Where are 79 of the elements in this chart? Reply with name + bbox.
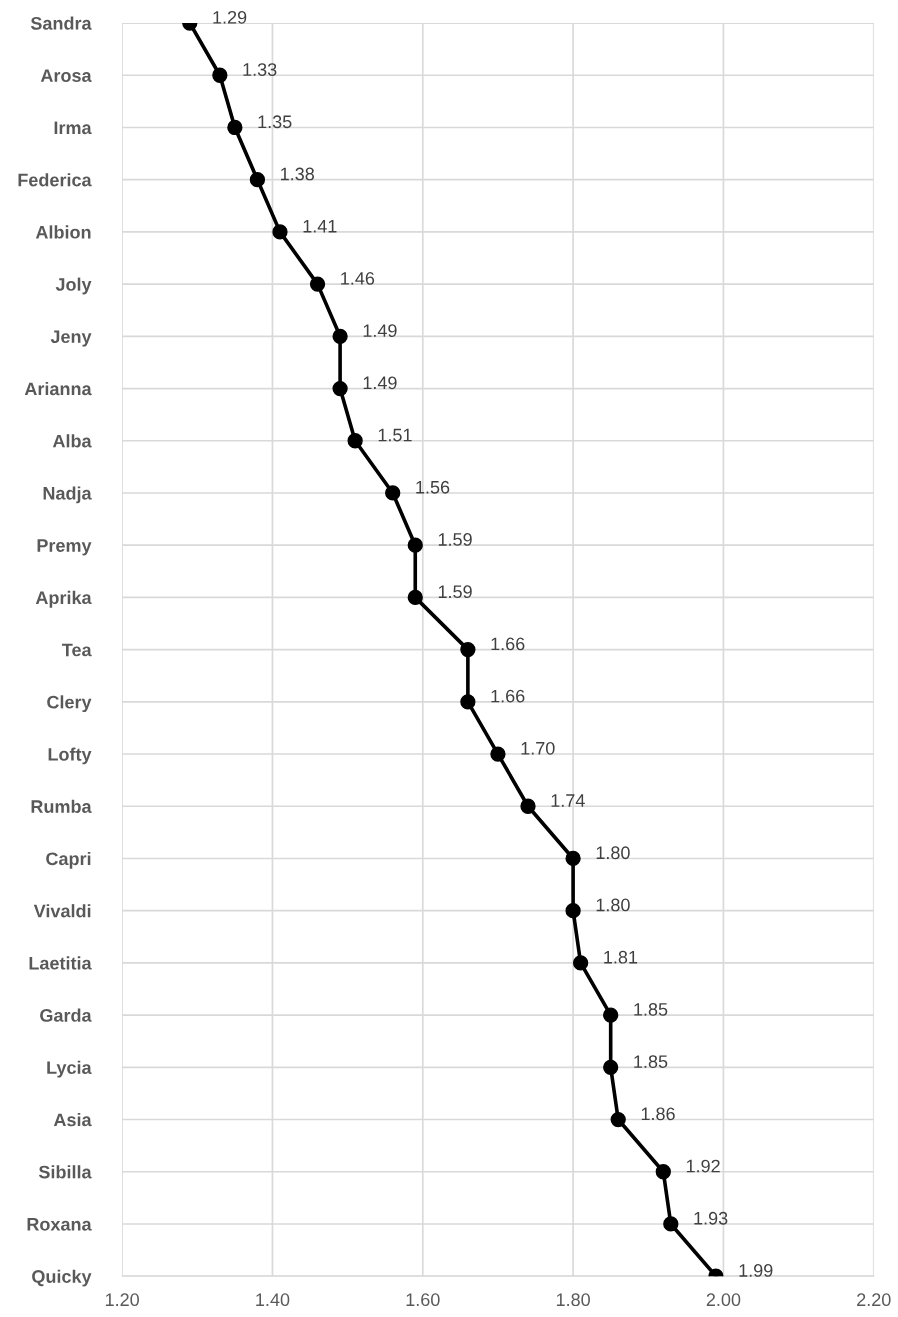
- y-tick-label: Laetitia: [29, 956, 92, 970]
- point: [212, 67, 228, 83]
- data-label: 1.92: [686, 1159, 720, 1173]
- point: [332, 380, 348, 397]
- data-label: 1.93: [694, 1211, 728, 1225]
- data-label: 1.33: [243, 63, 277, 76]
- y-tick-label: Sandra: [30, 16, 92, 30]
- data-label: 1.80: [596, 846, 630, 860]
- data-label: 1.85: [634, 1003, 668, 1016]
- point: [565, 903, 581, 919]
- y-tick-label: Lycia: [47, 1060, 92, 1078]
- y-tick-label: Nadja: [43, 486, 92, 504]
- x-tick-label: 1.40: [256, 1293, 290, 1307]
- point: [565, 850, 581, 867]
- data-label: 1.41: [303, 219, 337, 233]
- point: [309, 276, 326, 292]
- y-tick-label: Albion: [35, 225, 91, 239]
- point: [227, 119, 243, 136]
- x-tick-label: 2.00: [706, 1293, 741, 1307]
- y-tick-label: Clery: [47, 695, 92, 713]
- y-tick-label: Arianna: [24, 382, 92, 396]
- point: [460, 641, 476, 658]
- data-label: 1.85: [634, 1055, 668, 1068]
- point: [249, 172, 266, 188]
- point: [663, 1216, 679, 1232]
- x-tick-label: 1.60: [406, 1293, 440, 1307]
- y-tick-label: Quicky: [32, 1269, 92, 1287]
- data-label: 1.49: [363, 376, 397, 390]
- data-label: 1.46: [341, 272, 375, 285]
- y-tick-label: Lofty: [48, 747, 92, 765]
- y-tick-label: Federica: [18, 173, 92, 187]
- point: [520, 798, 536, 814]
- y-tick-label: Rumba: [31, 799, 92, 813]
- y-tick-label: Premy: [37, 539, 92, 556]
- data-label: 1.35: [258, 115, 292, 129]
- data-label: 1.59: [438, 533, 472, 546]
- data-label: 1.66: [491, 637, 525, 651]
- point: [490, 746, 506, 762]
- data-label: 1.38: [281, 167, 314, 181]
- data-label: 1.56: [416, 480, 450, 494]
- y-tick-label: Capri: [46, 851, 91, 869]
- y-tick-label: Asia: [53, 1112, 92, 1127]
- y-tick-label: Jeny: [50, 330, 92, 347]
- point: [572, 955, 589, 971]
- data-label: 1.81: [604, 950, 638, 964]
- point: [332, 328, 348, 344]
- point: [655, 1164, 671, 1180]
- y-tick-label: Roxana: [27, 1218, 92, 1231]
- data-label: 1.66: [491, 689, 525, 703]
- point: [385, 485, 401, 501]
- data-label: 1.86: [641, 1107, 675, 1121]
- data-label: 1.51: [378, 428, 412, 442]
- x-tick-label: 2.20: [857, 1293, 891, 1307]
- data-label: 1.70: [521, 741, 555, 755]
- x-tick-label: 1.80: [556, 1293, 590, 1307]
- x-tick-label: 1.20: [105, 1293, 139, 1307]
- y-tick-label: Alba: [52, 434, 92, 448]
- point: [460, 694, 476, 710]
- data-label: 1.99: [739, 1264, 773, 1277]
- point: [603, 1059, 619, 1075]
- data-label: 1.29: [213, 10, 247, 24]
- y-tick-label: Aprika: [35, 590, 92, 608]
- data-label: 1.74: [551, 794, 585, 807]
- y-tick-label: Vivaldi: [33, 904, 91, 918]
- y-tick-label: Arosa: [40, 69, 92, 82]
- y-tick-label: Garda: [40, 1008, 92, 1022]
- point: [407, 537, 423, 553]
- point: [610, 1111, 626, 1128]
- y-tick-label: Tea: [62, 643, 92, 657]
- y-tick-label: Sibilla: [38, 1165, 92, 1179]
- y-tick-label: Joly: [55, 277, 92, 295]
- point: [603, 1007, 619, 1023]
- point: [407, 589, 423, 606]
- data-label: 1.49: [363, 324, 397, 338]
- point: [272, 224, 288, 240]
- data-label: 1.80: [596, 898, 630, 912]
- y-tick-label: Irma: [54, 121, 92, 135]
- data-label: 1.59: [438, 585, 472, 599]
- point: [347, 433, 363, 449]
